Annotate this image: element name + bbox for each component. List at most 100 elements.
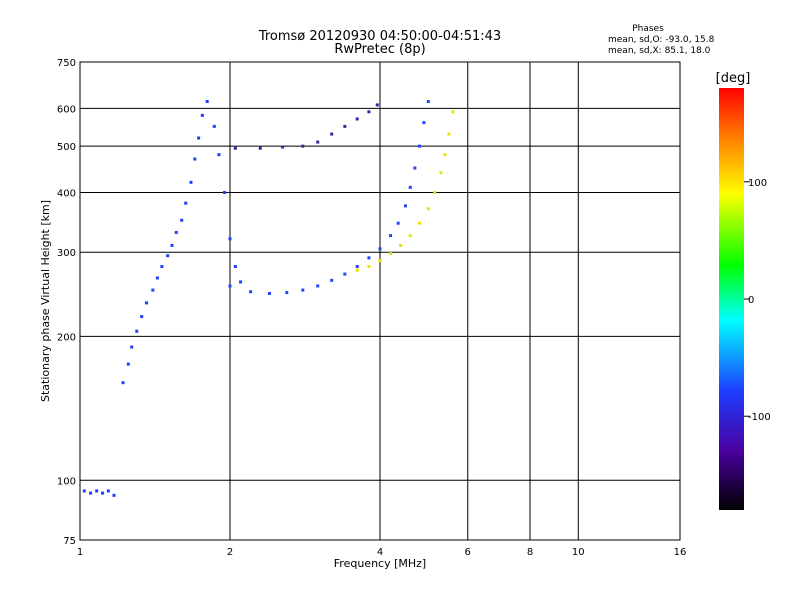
y-tick-label: 750 bbox=[57, 58, 76, 69]
data-point bbox=[439, 171, 443, 175]
data-point bbox=[408, 185, 412, 189]
data-point bbox=[443, 153, 447, 157]
y-axis-ticks: 75 100 200 300 400 500 600 750 bbox=[57, 58, 76, 547]
data-point bbox=[343, 124, 347, 128]
x-tick-label: 10 bbox=[572, 547, 585, 558]
data-point bbox=[417, 221, 421, 225]
y-tick-label: 100 bbox=[57, 476, 76, 487]
colorbar-tick-label: -100 bbox=[748, 412, 771, 423]
data-point bbox=[151, 288, 155, 292]
x-tick-label: 16 bbox=[674, 547, 687, 558]
stats-o-mode: mean, sd,O: -93.0, 15.8 bbox=[608, 35, 715, 45]
data-point bbox=[417, 144, 421, 148]
y-tick-label: 600 bbox=[57, 104, 76, 115]
data-point bbox=[258, 146, 262, 150]
data-point bbox=[389, 234, 393, 238]
data-point bbox=[174, 230, 178, 234]
data-point bbox=[233, 265, 237, 269]
data-points bbox=[82, 100, 455, 497]
data-point bbox=[239, 280, 243, 284]
data-point bbox=[197, 136, 201, 140]
data-point bbox=[101, 491, 105, 495]
data-point bbox=[135, 329, 139, 333]
colorbar-ticks: 100 0 -100 bbox=[744, 178, 771, 423]
data-point bbox=[413, 166, 417, 170]
data-point bbox=[170, 243, 174, 247]
stats-x-mode: mean, sd,X: 85.1, 18.0 bbox=[608, 46, 711, 56]
chart-subtitle: RwPretec (8p) bbox=[334, 42, 425, 57]
data-point bbox=[89, 491, 93, 495]
data-point bbox=[378, 259, 382, 263]
data-point bbox=[301, 288, 305, 292]
data-point bbox=[426, 100, 430, 104]
y-tick-label: 300 bbox=[57, 248, 76, 259]
y-tick-label: 400 bbox=[57, 188, 76, 199]
data-point bbox=[212, 124, 216, 128]
stats-title: Phases bbox=[632, 24, 664, 34]
data-point bbox=[82, 489, 86, 493]
data-point bbox=[396, 221, 400, 225]
data-point bbox=[355, 265, 359, 269]
x-axis-ticks: 1 2 4 6 8 10 16 bbox=[77, 547, 687, 558]
data-point bbox=[145, 301, 149, 305]
data-point bbox=[217, 153, 221, 157]
data-point bbox=[160, 265, 164, 269]
chart-title: Tromsø 20120930 04:50:00-04:51:43 bbox=[258, 29, 501, 44]
colorbar-tick-label: 0 bbox=[748, 295, 754, 306]
plot-frame bbox=[79, 61, 681, 541]
data-point bbox=[316, 284, 320, 288]
data-point bbox=[389, 252, 393, 256]
data-point bbox=[184, 201, 188, 205]
y-axis-label: Stationary phase Virtual Height [km] bbox=[39, 200, 52, 402]
x-tick-label: 2 bbox=[227, 547, 233, 558]
colorbar-tick-label: 100 bbox=[748, 178, 767, 189]
data-point bbox=[330, 278, 334, 282]
data-point bbox=[249, 290, 253, 294]
colorbar bbox=[719, 88, 744, 510]
x-tick-label: 6 bbox=[465, 547, 471, 558]
data-point bbox=[403, 204, 407, 208]
data-point bbox=[343, 272, 347, 276]
data-point bbox=[228, 237, 232, 241]
data-point bbox=[378, 247, 382, 251]
data-point bbox=[126, 362, 130, 366]
data-point bbox=[95, 489, 99, 493]
data-point bbox=[281, 145, 285, 149]
data-point bbox=[355, 117, 359, 121]
data-point bbox=[451, 110, 455, 114]
data-point bbox=[193, 157, 197, 161]
data-point bbox=[285, 291, 289, 295]
data-point bbox=[447, 132, 451, 136]
data-point bbox=[112, 493, 116, 497]
data-point bbox=[180, 218, 184, 222]
data-point bbox=[166, 254, 170, 258]
data-point bbox=[130, 345, 134, 349]
data-point bbox=[155, 276, 159, 280]
data-point bbox=[205, 100, 209, 104]
data-point bbox=[228, 284, 232, 288]
x-tick-label: 4 bbox=[377, 547, 383, 558]
data-point bbox=[316, 140, 320, 144]
data-point bbox=[422, 121, 426, 125]
data-point bbox=[233, 146, 237, 150]
data-point bbox=[140, 315, 144, 319]
y-tick-label: 75 bbox=[63, 536, 76, 547]
x-tick-label: 8 bbox=[527, 547, 533, 558]
data-point bbox=[367, 265, 371, 269]
data-point bbox=[189, 180, 193, 184]
data-point bbox=[121, 381, 125, 385]
data-point bbox=[330, 132, 334, 136]
grid-lines bbox=[80, 62, 680, 540]
data-point bbox=[367, 110, 371, 114]
data-point bbox=[355, 268, 359, 272]
y-tick-label: 500 bbox=[57, 142, 76, 153]
y-tick-label: 200 bbox=[57, 332, 76, 343]
data-point bbox=[399, 243, 403, 247]
data-point bbox=[267, 291, 271, 295]
data-point bbox=[200, 113, 204, 117]
colorbar-label: [deg] bbox=[716, 71, 751, 86]
data-point bbox=[223, 190, 227, 194]
data-point bbox=[375, 103, 379, 107]
data-point bbox=[433, 190, 437, 194]
